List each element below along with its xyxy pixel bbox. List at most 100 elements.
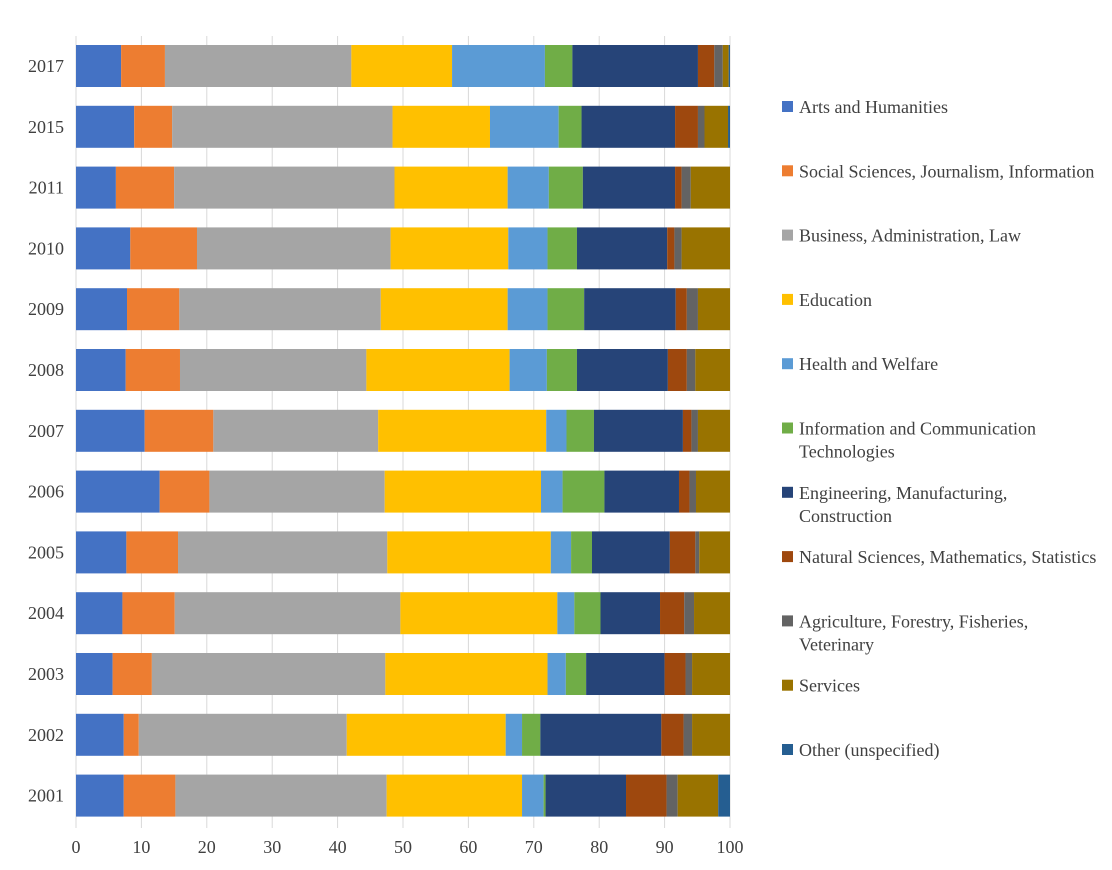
bar-segment <box>378 409 547 452</box>
bar-segment <box>714 45 723 87</box>
y-tick-label: 2008 <box>28 360 64 380</box>
bar-segment <box>548 166 583 209</box>
bar-segment <box>574 592 601 635</box>
bar-segment <box>684 592 695 635</box>
bar-segment <box>508 227 548 270</box>
bar-segment <box>697 288 730 331</box>
bar-segment <box>400 592 558 635</box>
y-tick-label: 2011 <box>29 178 64 198</box>
bar-segment <box>509 349 547 391</box>
bar-segment <box>385 653 548 695</box>
bar-segment <box>566 409 594 452</box>
bar-segment <box>682 409 692 452</box>
legend-label: Education <box>799 290 872 310</box>
bar-segment <box>123 774 176 817</box>
legend-swatch <box>782 293 793 305</box>
x-tick-label: 30 <box>263 837 281 857</box>
bar-segment <box>586 653 665 695</box>
bar-segment <box>543 774 546 817</box>
legend-item: Agriculture, Forestry, Fisheries, Veterin… <box>782 611 1028 654</box>
x-tick-label: 60 <box>459 837 477 857</box>
bar-segment <box>689 470 696 513</box>
legend-item: Health and Welfare <box>782 354 938 374</box>
y-tick-label: 2007 <box>28 421 64 441</box>
bar-segment <box>213 409 379 452</box>
bar-segment <box>127 288 180 331</box>
bar-segment <box>667 227 675 270</box>
legend-label: Arts and Humanities <box>799 97 948 117</box>
y-tick-label: 2006 <box>28 482 64 502</box>
bar-segment <box>667 349 687 391</box>
bar-segment <box>678 470 690 513</box>
bar-segment <box>387 531 551 574</box>
y-tick-label: 2015 <box>28 117 64 137</box>
bar-segment <box>584 288 676 331</box>
legend-item: Natural Sciences, Mathematics, Statistic… <box>782 547 1096 567</box>
x-tick-label: 70 <box>525 837 543 857</box>
bar-segment <box>660 592 685 635</box>
bar-segment <box>546 409 567 452</box>
legend-label: Other (unspecified) <box>799 740 939 761</box>
bar-segment <box>572 45 698 87</box>
bar-segment <box>144 409 214 452</box>
bar-segment <box>547 288 585 331</box>
bar-segment <box>675 166 682 209</box>
legend-item: Information and Communication Technologie… <box>782 419 1036 462</box>
bar-segment <box>346 713 506 756</box>
bar-segment <box>582 166 676 209</box>
bar-segment <box>522 713 541 756</box>
bar-segment <box>540 470 563 513</box>
legend-item: Business, Administration, Law <box>782 226 1021 246</box>
x-axis-labels: 0 10 20 30 40 50 60 70 80 90 100 <box>72 837 744 857</box>
x-tick-label: 10 <box>132 837 150 857</box>
bar-segment <box>690 166 730 209</box>
bar-segment <box>661 713 684 756</box>
legend-item: Social Sciences, Journalism, Information <box>782 161 1094 181</box>
bar-segment <box>718 774 730 817</box>
bar-segment <box>384 470 541 513</box>
legend-label: Services <box>799 676 860 696</box>
bar-segment <box>179 288 381 331</box>
bar-segment <box>669 531 696 574</box>
bar-segment <box>380 288 508 331</box>
legend-swatch <box>782 165 793 177</box>
legend-swatch <box>782 615 793 627</box>
legend-item: Arts and Humanities <box>782 97 948 117</box>
bar-segment <box>694 592 730 635</box>
bar-segment <box>664 653 686 695</box>
x-tick-label: 100 <box>717 837 744 857</box>
legend-swatch <box>782 101 793 112</box>
bar-segment <box>126 531 179 574</box>
bar-segment <box>704 105 729 148</box>
bar-segment <box>697 409 730 452</box>
bar-segment <box>159 470 210 513</box>
bar-segment <box>174 166 395 209</box>
bar-segment <box>76 470 160 513</box>
y-tick-label: 2001 <box>28 786 64 806</box>
bar-segment <box>394 166 508 209</box>
bar-segment <box>123 713 139 756</box>
y-tick-label: 2003 <box>28 664 64 684</box>
legend-label: Business, Administration, Law <box>799 226 1021 246</box>
bar-segment <box>351 45 453 87</box>
bar-segment <box>164 45 352 87</box>
legend-label: Agriculture, Forestry, Fisheries, Veterin… <box>799 611 1028 654</box>
bar-segment <box>178 531 388 574</box>
bar-segment <box>685 653 693 695</box>
bar-segment <box>675 288 687 331</box>
bar-segment <box>692 653 730 695</box>
bar-segment <box>604 470 679 513</box>
bar-segment <box>121 45 165 87</box>
legend-item: Services <box>782 676 860 696</box>
bar-segment <box>76 349 126 391</box>
bar-segment <box>576 227 668 270</box>
x-tick-label: 80 <box>590 837 608 857</box>
bar-segment <box>547 653 566 695</box>
bar-segment <box>545 774 627 817</box>
bar-segment <box>558 105 582 148</box>
bar-segment <box>675 105 698 148</box>
y-tick-label: 2005 <box>28 542 64 562</box>
bar-segment <box>76 653 113 695</box>
bar-segment <box>697 45 715 87</box>
bar-segment <box>686 349 696 391</box>
